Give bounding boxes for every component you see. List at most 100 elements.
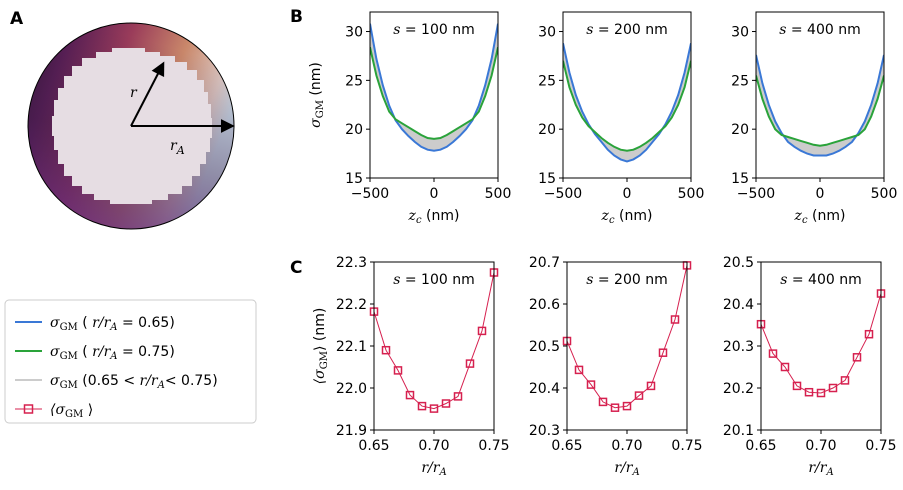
data-point [622, 401, 632, 411]
data-point [840, 376, 850, 385]
x-tick-label: 0.70 [611, 438, 642, 454]
data-point [610, 403, 620, 412]
chart-title: s = 400 nm [779, 22, 861, 38]
data-point [768, 349, 778, 358]
y-tick-label: 30 [731, 25, 749, 41]
chart-panel-c1: 0.65 0.70 0.75 21.9 22.0 22.1 22.2 22.3 s = 100 … [312, 255, 510, 478]
charts: −500 0 500 15 20 25 30 s = 100 nm zc (nm) σGM (nm… [308, 11, 898, 478]
legend-frame [4, 299, 257, 424]
series-line-r065 [370, 23, 498, 152]
data-point [852, 353, 862, 362]
x-tick-label: 0.65 [551, 438, 582, 454]
data-point [405, 390, 415, 400]
plot-area [761, 293, 881, 394]
chart-title: s = 400 nm [780, 272, 862, 288]
data-point [417, 401, 427, 411]
x-tick-label: 500 [485, 186, 512, 202]
y-tick-label: 30 [345, 25, 363, 41]
y-tick-label: 20 [345, 122, 363, 138]
data-point [393, 366, 403, 375]
data-point [828, 383, 838, 393]
series-line-mean [761, 293, 881, 394]
y-tick-label: 20.3 [529, 423, 560, 439]
y-tick-label: 20.5 [529, 339, 560, 355]
y-tick-label: 20.2 [723, 381, 754, 397]
x-axis-label: zc (nm) [408, 208, 460, 226]
data-point [658, 348, 668, 357]
y-tick-label: 30 [538, 25, 556, 41]
legend-entry: σGM ( r/rA = 0.75) [15, 344, 175, 362]
x-tick-label: 0.70 [418, 438, 449, 454]
plot-area [756, 54, 884, 157]
x-tick-label: 0 [816, 186, 825, 202]
chart-panel-b1: −500 0 500 15 20 25 30 s = 100 nm zc (nm) σGM (nm… [308, 11, 512, 226]
panel-letter-b: B [290, 7, 303, 27]
chart-title: s = 100 nm [393, 22, 475, 38]
y-axis-label: ⟨σGM⟩ (nm) [312, 308, 330, 385]
y-tick-label: 20.1 [723, 423, 754, 439]
y-tick-label: 20.7 [529, 255, 560, 271]
data-point [441, 399, 451, 408]
r-arrow [130, 61, 165, 127]
legend-label: σGM ( r/rA = 0.65) [50, 315, 175, 333]
chart-title: s = 200 nm [586, 22, 668, 38]
y-tick-label: 20.4 [723, 297, 754, 313]
panel-letter-a: A [10, 9, 24, 29]
data-point [429, 404, 439, 413]
y-tick-label: 22.2 [336, 297, 367, 313]
series-line-r065 [563, 42, 691, 163]
x-tick-label: 500 [678, 186, 705, 202]
y-tick-label: 15 [345, 171, 363, 187]
fill-between-band [563, 43, 691, 162]
y-tick-label: 20.5 [723, 255, 754, 271]
series-line-r075 [756, 75, 884, 147]
y-tick-label: 20 [538, 122, 556, 138]
chart-panel-b3: −500 0 500 15 20 25 30 s = 400 nm zc (nm) [731, 11, 898, 226]
data-point [804, 387, 814, 397]
data-point [792, 381, 802, 391]
data-point [586, 380, 596, 389]
chart-title: s = 200 nm [586, 272, 668, 288]
series-line-mean [374, 272, 494, 410]
data-point [453, 392, 463, 401]
x-axis-label: zc (nm) [601, 208, 653, 226]
data-point [816, 388, 826, 398]
plot-area [370, 23, 498, 152]
x-tick-label: 0 [623, 186, 632, 202]
chart-panel-b2: −500 0 500 15 20 25 30 s = 200 nm zc (nm) [538, 11, 705, 226]
x-tick-label: 0.75 [478, 438, 509, 454]
data-point [477, 326, 487, 336]
ra-label: rA [170, 138, 185, 157]
legend-label: σGM (0.65 < r/rA< 0.75) [50, 373, 218, 391]
series-line-r065 [756, 54, 884, 157]
x-axis-label: r/rA [421, 460, 446, 478]
plot-area [374, 272, 494, 410]
data-point [598, 397, 608, 407]
x-axis-label: r/rA [614, 460, 639, 478]
plot-area [563, 42, 691, 163]
y-tick-label: 25 [731, 73, 749, 89]
x-tick-label: 0.65 [745, 438, 776, 454]
y-axis-label: σGM (nm) [308, 62, 326, 128]
chart-title: s = 100 nm [393, 272, 475, 288]
x-axis-label: zc (nm) [794, 208, 846, 226]
legend-entry: σGM (0.65 < r/rA< 0.75) [15, 373, 218, 391]
legend-label: ⟨σGM ⟩ [50, 402, 93, 420]
x-tick-label: 0.75 [865, 438, 896, 454]
legend-entry: ⟨σGM ⟩ [15, 402, 93, 420]
y-tick-label: 21.9 [336, 423, 367, 439]
y-tick-label: 25 [345, 73, 363, 89]
plot-area [567, 265, 687, 409]
y-tick-label: 15 [538, 171, 556, 187]
data-point [780, 362, 790, 372]
y-tick-label: 15 [731, 171, 749, 187]
x-tick-label: −500 [544, 186, 582, 202]
data-point [864, 329, 874, 339]
y-tick-label: 22.3 [336, 255, 367, 271]
chart-panel-c2: 0.65 0.70 0.75 20.3 20.4 20.5 20.6 20.7 s = 200 … [529, 255, 703, 478]
data-point [574, 365, 584, 375]
legend-entry: σGM ( r/rA = 0.65) [15, 315, 175, 333]
chart-panel-c3: 0.65 0.70 0.75 20.1 20.2 20.3 20.4 20.5 s = 400 … [723, 255, 897, 478]
x-tick-label: 500 [871, 186, 898, 202]
